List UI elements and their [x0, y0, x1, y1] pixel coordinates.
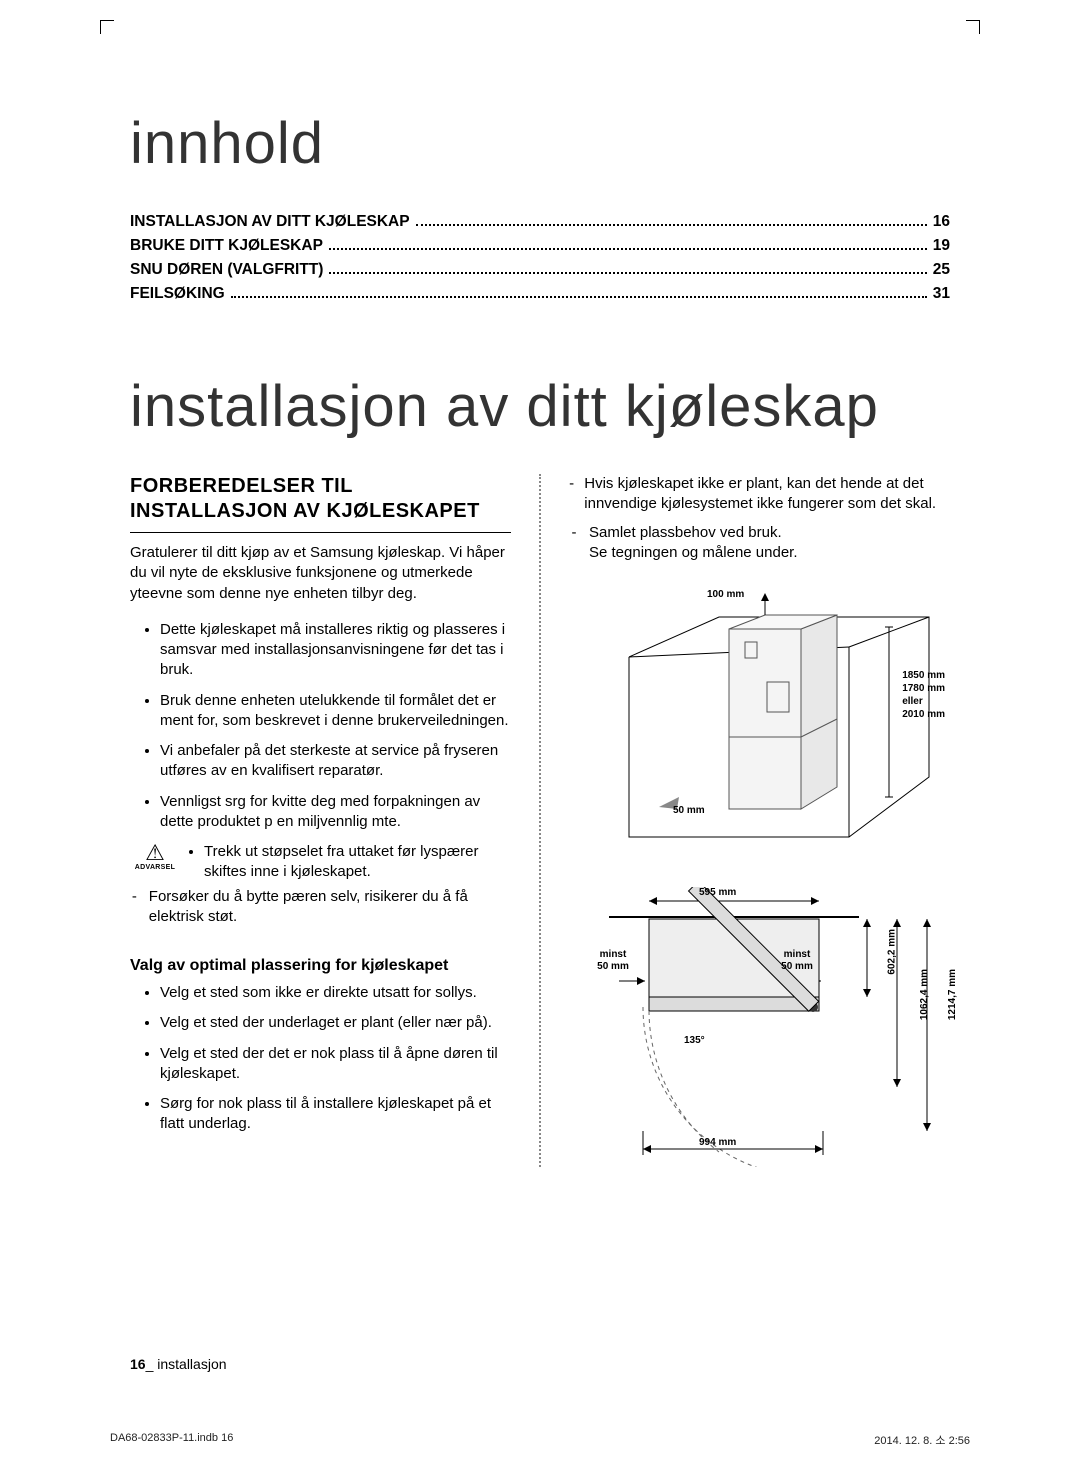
label-swing-994: 994 mm — [699, 1137, 736, 1148]
clearance-diagram-3d: 100 mm 50 mm 1850 mm 1780 mm eller 2010 … — [589, 587, 949, 857]
list-item: Dette kjøleskapet må installeres riktig … — [160, 620, 511, 681]
placement-bullets: Velg et sted som ikke er direkte utsatt … — [130, 983, 511, 1135]
install-bullets: Dette kjøleskapet må installeres riktig … — [130, 620, 511, 832]
list-item: Velg et sted som ikke er direkte utsatt … — [160, 983, 511, 1003]
crop-mark-tl — [100, 20, 114, 34]
toc-dots — [329, 248, 927, 250]
toc-label: BRUKE DITT KJØLESKAP — [130, 237, 323, 255]
label-602: 602,2 mm — [887, 929, 898, 975]
right-dash-list: - Hvis kjøleskapet ikke er plant, kan de… — [569, 474, 950, 563]
print-timestamp: 2014. 12. 8. 소 2:56 — [874, 1432, 970, 1448]
warning-label: ADVARSEL — [130, 864, 180, 871]
warning-dash-item: - Forsøker du å bytte pæren selv, risike… — [130, 887, 511, 928]
warning-block: ⚠ ADVARSEL Trekk ut støpselet fra uttake… — [130, 842, 511, 887]
toc-page: 31 — [933, 285, 950, 303]
toc-row: FEILSØKING 31 — [130, 285, 950, 303]
dash-marker: - — [130, 887, 139, 928]
install-heading: installasjon av ditt kjøleskap — [130, 373, 950, 440]
toc-dots — [416, 224, 927, 226]
warning-text: Trekk ut støpselet fra uttaket før lyspæ… — [186, 842, 511, 887]
list-item: Sørg for nok plass til å installere kjøl… — [160, 1094, 511, 1135]
table-of-contents: INSTALLASJON AV DITT KJØLESKAP 16 BRUKE … — [130, 213, 950, 303]
list-item: Bruk denne enheten utelukkende til formå… — [160, 691, 511, 732]
diagram-a-svg — [589, 587, 949, 857]
label-top-clearance: 100 mm — [707, 589, 744, 600]
warning-dash-text: Forsøker du å bytte pæren selv, risikere… — [149, 887, 511, 928]
two-column-layout: FORBEREDELSER TIL INSTALLASJON AV KJØLES… — [130, 474, 950, 1167]
right-column: - Hvis kjøleskapet ikke er plant, kan de… — [569, 474, 950, 1167]
dash-text: Samlet plassbehov ved bruk. Se tegningen… — [589, 523, 798, 564]
label-angle-135: 135° — [684, 1035, 705, 1046]
dash-item: - Hvis kjøleskapet ikke er plant, kan de… — [569, 474, 950, 515]
warning-icon: ⚠ ADVARSEL — [130, 842, 180, 871]
label-width-top: 595 mm — [699, 887, 736, 898]
toc-label: FEILSØKING — [130, 285, 225, 303]
toc-label: INSTALLASJON AV DITT KJØLESKAP — [130, 213, 410, 231]
label-height-options: 1850 mm 1780 mm eller 2010 mm — [902, 669, 945, 721]
toc-row: INSTALLASJON AV DITT KJØLESKAP 16 — [130, 213, 950, 231]
toc-dots — [329, 272, 926, 274]
list-item: Vennligst srg for kvitte deg med forpakn… — [160, 792, 511, 833]
label-min-right: minst 50 mm — [773, 949, 821, 973]
warning-triangle-icon: ⚠ — [130, 842, 180, 864]
dash-text: Hvis kjøleskapet ikke er plant, kan det … — [584, 474, 950, 515]
label-side-clearance: 50 mm — [673, 805, 705, 816]
label-1214: 1214,7 mm — [947, 969, 958, 1020]
subheading-placement: Valg av optimal plassering for kjøleskap… — [130, 957, 511, 975]
label-min-left: minst 50 mm — [589, 949, 637, 973]
intro-paragraph: Gratulerer til ditt kjøp av et Samsung k… — [130, 543, 511, 604]
list-item: Vi anbefaler på det sterkeste at service… — [160, 741, 511, 782]
page-label: _ installasjon — [146, 1356, 227, 1372]
toc-heading: innhold — [130, 110, 950, 177]
dash-marker: - — [569, 523, 579, 564]
dash-marker: - — [569, 474, 574, 515]
section-heading: FORBEREDELSER TIL INSTALLASJON AV KJØLES… — [130, 474, 511, 533]
warning-bullet: Trekk ut støpselet fra uttaket før lyspæ… — [204, 842, 511, 883]
toc-page: 16 — [933, 213, 950, 231]
column-divider — [539, 474, 541, 1167]
doc-id: DA68-02833P-11.indb 16 — [110, 1432, 233, 1448]
door-swing-diagram-top: 595 mm minst 50 mm minst 50 mm 602,2 mm … — [589, 887, 959, 1167]
dash-item: - Samlet plassbehov ved bruk. Se tegning… — [569, 523, 950, 564]
page-number: 16 — [130, 1356, 146, 1372]
toc-label: SNU DØREN (VALGFRITT) — [130, 261, 323, 279]
page-footer: 16_ installasjon — [130, 1356, 227, 1372]
footer-meta: DA68-02833P-11.indb 16 2014. 12. 8. 소 2… — [110, 1432, 970, 1448]
page-content: innhold INSTALLASJON AV DITT KJØLESKAP 1… — [0, 0, 1080, 1207]
toc-page: 19 — [933, 237, 950, 255]
list-item: Velg et sted der det er nok plass til å … — [160, 1044, 511, 1085]
toc-row: SNU DØREN (VALGFRITT) 25 — [130, 261, 950, 279]
toc-row: BRUKE DITT KJØLESKAP 19 — [130, 237, 950, 255]
crop-mark-tr — [966, 20, 980, 34]
label-1062: 1062,4 mm — [919, 969, 930, 1020]
list-item: Velg et sted der underlaget er plant (el… — [160, 1013, 511, 1033]
diagram-b-svg — [589, 887, 959, 1167]
left-column: FORBEREDELSER TIL INSTALLASJON AV KJØLES… — [130, 474, 511, 1167]
toc-dots — [231, 296, 927, 298]
toc-page: 25 — [933, 261, 950, 279]
